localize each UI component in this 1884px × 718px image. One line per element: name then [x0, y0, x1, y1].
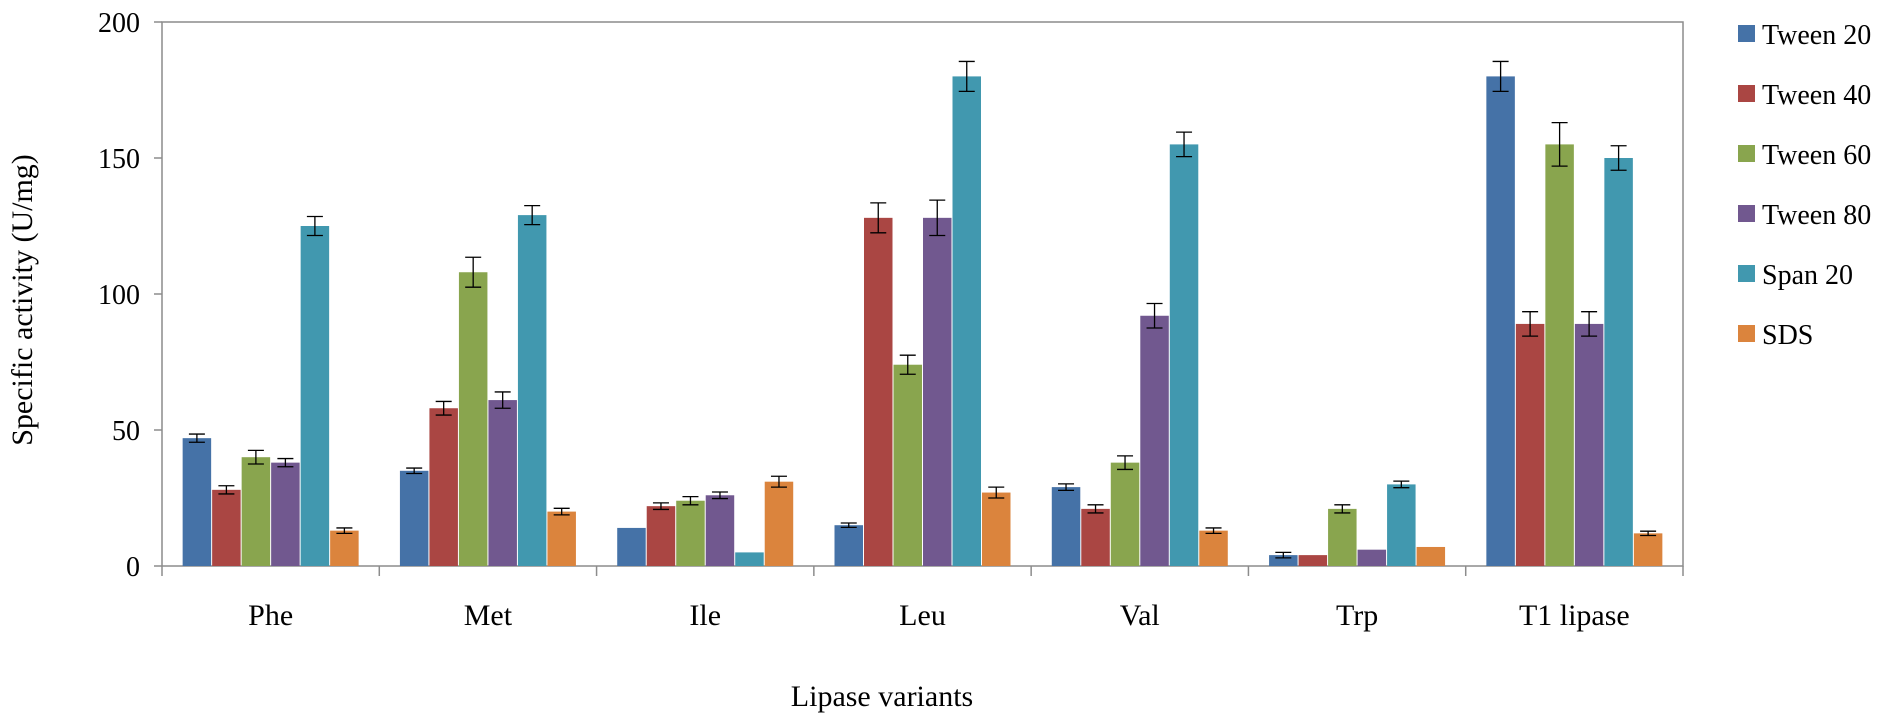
series-tween-80: [271, 199, 1604, 566]
series-tween-40: [212, 202, 1545, 566]
y-tick-label: 100: [98, 280, 140, 311]
legend-swatch: [1738, 85, 1755, 102]
y-tick-label: 150: [98, 144, 140, 175]
x-category-label: Ile: [689, 599, 721, 632]
x-category-label: Leu: [899, 599, 946, 632]
bar: [458, 272, 488, 566]
bar: [646, 506, 676, 566]
bar: [182, 438, 212, 566]
plot-area: [161, 21, 1684, 567]
legend-label: Span 20: [1762, 260, 1853, 291]
legend-swatch: [1738, 145, 1755, 162]
bar: [1269, 555, 1298, 566]
bar: [617, 527, 646, 566]
bar: [1051, 487, 1081, 566]
bar: [1604, 158, 1633, 566]
bar: [864, 217, 893, 566]
series-span-20: [300, 60, 1633, 567]
bar: [1199, 530, 1228, 566]
bar: [517, 215, 547, 566]
bar: [330, 530, 359, 566]
series-tween-20: [182, 60, 1515, 567]
x-category-label: Phe: [248, 599, 293, 632]
series-sds: [330, 475, 1663, 566]
x-axis-title: Lipase variants: [791, 680, 973, 713]
bar: [1328, 508, 1357, 566]
legend-label: Tween 60: [1762, 140, 1871, 171]
bar: [429, 408, 458, 566]
y-axis-title: Specific activity (U/mg): [6, 154, 39, 446]
bar: [1357, 549, 1387, 566]
bar: [923, 217, 952, 566]
y-tick-label: 50: [112, 416, 140, 447]
x-category-label: T1 lipase: [1519, 599, 1630, 632]
bar: [300, 226, 330, 566]
legend-swatch: [1738, 25, 1755, 42]
bar: [488, 400, 517, 566]
legend: Tween 20 Tween 40 Tween 60 Tween 80 Span 20 S…: [1738, 20, 1871, 351]
x-category-label: Met: [464, 599, 513, 632]
bar: [241, 457, 271, 566]
bar: [547, 511, 576, 566]
bar: [676, 500, 705, 566]
x-category-label: Val: [1120, 599, 1160, 632]
legend-swatch: [1738, 205, 1755, 222]
bar: [271, 462, 300, 566]
legend-label: Tween 20: [1762, 20, 1871, 51]
bar: [1545, 144, 1574, 566]
bar: [893, 364, 922, 566]
legend-swatch: [1738, 325, 1755, 342]
bar: [834, 525, 863, 566]
plot-frame: [161, 21, 1684, 567]
x-category-label: Trp: [1336, 599, 1378, 632]
bar: [1416, 546, 1446, 566]
series-tween-60: [241, 121, 1574, 566]
legend-label: Tween 40: [1762, 80, 1871, 111]
bar: [1633, 533, 1663, 566]
bar: [1574, 323, 1604, 566]
y-axis-ticks: 0 50 100 150 200: [98, 8, 162, 583]
bar: [764, 481, 794, 566]
legend-swatch: [1738, 265, 1755, 282]
bar: [1110, 462, 1140, 566]
x-axis-categories: Phe Met Ile Leu Val Trp T1 lipase: [161, 566, 1684, 632]
bar: [1298, 555, 1328, 566]
y-tick-label: 0: [126, 552, 140, 583]
legend-label: Tween 80: [1762, 200, 1871, 231]
bar: [1169, 144, 1199, 566]
bar: [1081, 508, 1110, 566]
bar: [1515, 323, 1545, 566]
bar: [952, 76, 981, 567]
bar: [705, 495, 735, 566]
bar: [1486, 76, 1515, 567]
bar: [399, 470, 429, 566]
bar: [212, 489, 241, 566]
bar: [1140, 315, 1169, 566]
legend-label: SDS: [1762, 320, 1813, 351]
bar: [982, 492, 1011, 566]
y-tick-label: 200: [98, 8, 140, 39]
bar: [735, 552, 764, 566]
bar: [1387, 484, 1416, 566]
